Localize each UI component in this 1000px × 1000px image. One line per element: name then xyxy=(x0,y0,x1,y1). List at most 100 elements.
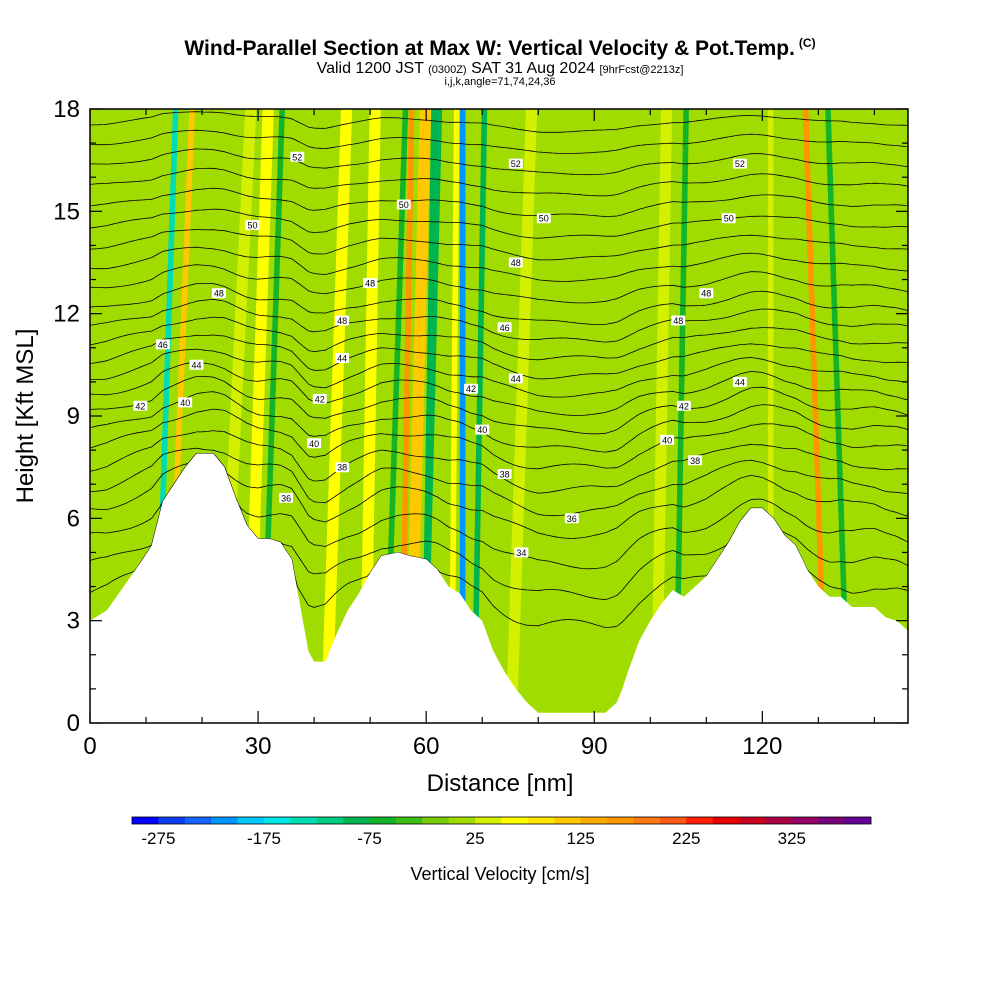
colorbar-swatch-6 xyxy=(290,817,318,824)
svg-text:50: 50 xyxy=(539,214,549,224)
svg-text:42: 42 xyxy=(315,394,325,404)
x-tick-label-4: 120 xyxy=(742,733,782,760)
contour-label-16: 44 xyxy=(335,353,350,364)
colorbar-swatch-18 xyxy=(607,817,634,824)
w-band-11 xyxy=(448,109,460,723)
svg-text:44: 44 xyxy=(337,354,347,364)
isentrope-16 xyxy=(90,246,908,282)
forecast-info: [9hrFcst@2213z] xyxy=(599,64,684,76)
svg-text:52: 52 xyxy=(735,159,745,169)
contour-label-9: 48 xyxy=(363,278,378,289)
y-tick-label-3: 9 xyxy=(67,403,80,430)
colorbar-swatch-13 xyxy=(475,817,502,824)
contour-label-6: 50 xyxy=(245,220,260,231)
y-tick-label-1: 3 xyxy=(67,608,80,635)
contour-label-8: 48 xyxy=(211,288,226,299)
svg-text:46: 46 xyxy=(500,323,510,333)
w-band-16 xyxy=(673,109,689,723)
contour-label-21: 42 xyxy=(676,400,691,411)
colorbar-swatch-0 xyxy=(132,817,159,824)
colorbar-tick-label-5: 225 xyxy=(672,829,700,848)
y-tick-label-0: 0 xyxy=(67,710,80,737)
chart-title-text: Wind-Parallel Section at Max W: Vertical… xyxy=(184,37,795,60)
colorbar-swatch-19 xyxy=(633,817,661,824)
colorbar-label: Vertical Velocity [cm/s] xyxy=(410,864,589,884)
colorbar-tick-label-1: -175 xyxy=(247,829,281,848)
contour-label-13: 46 xyxy=(497,322,512,333)
colorbar-swatch-5 xyxy=(263,817,291,824)
w-band-19 xyxy=(825,109,851,723)
terrain-shape xyxy=(90,453,908,723)
isentrope-8 xyxy=(90,376,908,435)
contour-label-15: 44 xyxy=(189,359,204,370)
svg-text:50: 50 xyxy=(247,221,257,231)
contour-label-25: 40 xyxy=(307,438,322,449)
w-band-13 xyxy=(471,109,488,723)
svg-text:40: 40 xyxy=(662,435,672,445)
colorbar-swatch-7 xyxy=(316,817,344,824)
colorbar-tick-label-2: -75 xyxy=(357,829,382,848)
contour-label-24: 40 xyxy=(475,424,490,435)
isentrope-22 xyxy=(90,129,908,154)
contour-label-11: 48 xyxy=(335,315,350,326)
svg-text:44: 44 xyxy=(191,360,201,370)
colorbar-swatch-1 xyxy=(158,817,186,824)
colorbar-tick-label-4: 125 xyxy=(567,829,595,848)
contour-label-12: 48 xyxy=(671,315,686,326)
grid-indices: i,j,k,angle=71,74,24,36 xyxy=(444,76,556,88)
isentrope-10 xyxy=(90,348,908,398)
colorbar-swatch-12 xyxy=(448,817,476,824)
svg-text:42: 42 xyxy=(466,384,476,394)
isentrope-9 xyxy=(90,361,908,416)
svg-text:38: 38 xyxy=(337,463,347,473)
svg-text:48: 48 xyxy=(673,316,683,326)
svg-text:44: 44 xyxy=(735,377,745,387)
colorbar-swatch-16 xyxy=(554,817,581,824)
contour-label-27: 38 xyxy=(335,462,350,473)
svg-text:48: 48 xyxy=(365,279,375,289)
y-tick-label-6: 18 xyxy=(53,96,80,123)
colorbar-swatch-14 xyxy=(501,817,529,824)
isentrope-14 xyxy=(90,283,908,325)
colorbar-swatch-25 xyxy=(791,817,819,824)
colorbar-swatch-4 xyxy=(237,817,265,824)
svg-text:36: 36 xyxy=(281,493,291,503)
w-band-12 xyxy=(459,109,466,723)
w-band-5 xyxy=(320,109,353,723)
svg-text:40: 40 xyxy=(477,425,487,435)
svg-text:38: 38 xyxy=(500,470,510,480)
colorbar-swatch-2 xyxy=(184,817,212,824)
colorbar-swatch-10 xyxy=(395,817,423,824)
svg-text:40: 40 xyxy=(309,439,319,449)
svg-text:42: 42 xyxy=(679,401,689,411)
isentrope-18 xyxy=(90,208,908,239)
contour-label-3: 50 xyxy=(396,199,411,210)
y-tick-label-4: 12 xyxy=(53,301,80,328)
colorbar-tick-label-0: -275 xyxy=(141,829,175,848)
contour-label-2: 52 xyxy=(732,158,747,169)
contour-label-10: 48 xyxy=(699,288,714,299)
isentrope-17 xyxy=(90,229,908,261)
colorbar-swatch-17 xyxy=(580,817,608,824)
contour-label-29: 38 xyxy=(688,455,703,466)
x-tick-label-1: 30 xyxy=(245,733,272,760)
colorbar-swatch-27 xyxy=(844,817,872,824)
contour-label-18: 44 xyxy=(732,376,747,387)
w-band-6 xyxy=(359,109,381,723)
valid-prefix: Valid 1200 JST xyxy=(316,60,424,77)
contour-label-32: 34 xyxy=(514,547,529,558)
contour-label-0: 52 xyxy=(290,151,305,162)
contour-label-26: 40 xyxy=(660,434,675,445)
colorbar-swatch-23 xyxy=(739,817,766,824)
svg-text:48: 48 xyxy=(214,289,224,299)
x-tick-label-3: 90 xyxy=(581,733,608,760)
contour-label-17: 44 xyxy=(508,373,523,384)
contour-label-5: 50 xyxy=(721,213,736,224)
svg-text:50: 50 xyxy=(724,214,734,224)
contour-labels: 52 52 52 50 50 50 50 48 48 48 48 48 48 46 46 44 44 44 44 42… xyxy=(133,151,747,558)
contour-label-30: 36 xyxy=(279,492,294,503)
svg-text:42: 42 xyxy=(135,401,145,411)
y-axis-label: Height [Kft MSL] xyxy=(12,329,39,504)
